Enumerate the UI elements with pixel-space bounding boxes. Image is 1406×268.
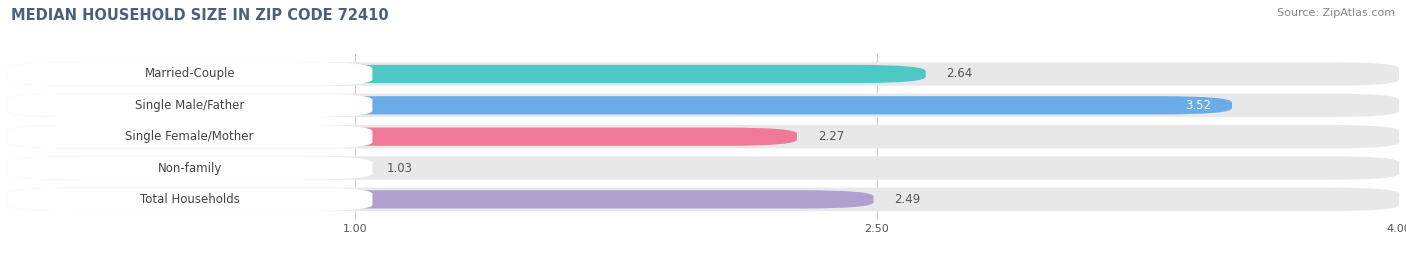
FancyBboxPatch shape bbox=[7, 94, 1399, 117]
FancyBboxPatch shape bbox=[7, 188, 1399, 211]
FancyBboxPatch shape bbox=[7, 62, 1399, 86]
Text: Source: ZipAtlas.com: Source: ZipAtlas.com bbox=[1277, 8, 1395, 18]
FancyBboxPatch shape bbox=[7, 94, 373, 117]
FancyBboxPatch shape bbox=[7, 156, 1399, 180]
FancyBboxPatch shape bbox=[7, 65, 925, 83]
FancyBboxPatch shape bbox=[7, 128, 797, 146]
Text: Single Female/Mother: Single Female/Mother bbox=[125, 130, 254, 143]
Text: 1.03: 1.03 bbox=[387, 162, 412, 174]
Text: 2.64: 2.64 bbox=[946, 68, 973, 80]
FancyBboxPatch shape bbox=[7, 156, 373, 180]
Text: 2.49: 2.49 bbox=[894, 193, 921, 206]
FancyBboxPatch shape bbox=[7, 96, 1232, 114]
FancyBboxPatch shape bbox=[7, 190, 873, 209]
Text: Total Households: Total Households bbox=[139, 193, 239, 206]
FancyBboxPatch shape bbox=[7, 159, 366, 177]
FancyBboxPatch shape bbox=[7, 188, 373, 211]
Text: Single Male/Father: Single Male/Father bbox=[135, 99, 245, 112]
FancyBboxPatch shape bbox=[7, 125, 373, 148]
Text: 3.52: 3.52 bbox=[1185, 99, 1211, 112]
Text: Married-Couple: Married-Couple bbox=[145, 68, 235, 80]
Text: MEDIAN HOUSEHOLD SIZE IN ZIP CODE 72410: MEDIAN HOUSEHOLD SIZE IN ZIP CODE 72410 bbox=[11, 8, 389, 23]
FancyBboxPatch shape bbox=[7, 125, 1399, 148]
FancyBboxPatch shape bbox=[7, 62, 373, 86]
Text: 2.27: 2.27 bbox=[818, 130, 844, 143]
Text: Non-family: Non-family bbox=[157, 162, 222, 174]
